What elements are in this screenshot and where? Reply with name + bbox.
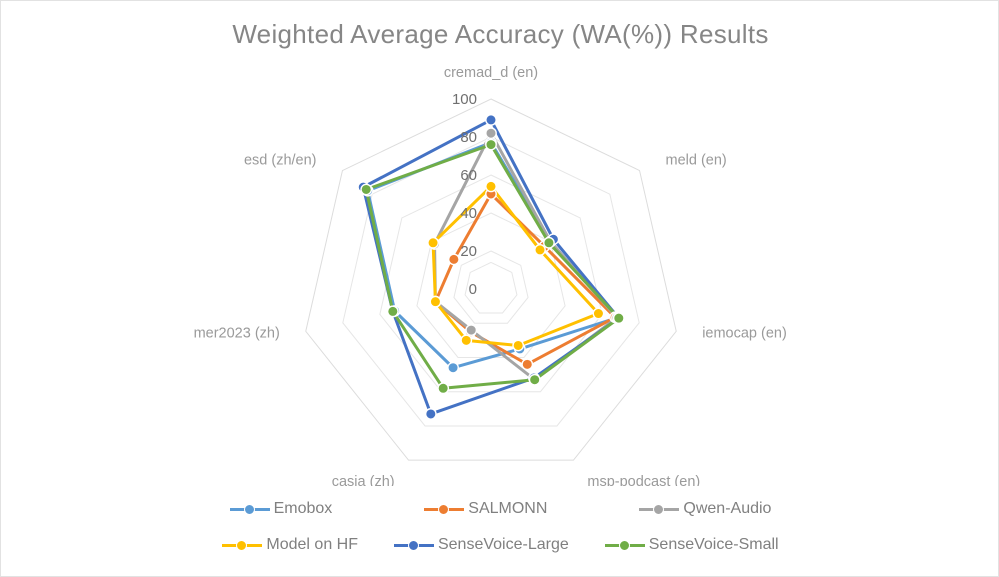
data-point — [447, 253, 460, 266]
legend-row-1: Emobox SALMONN Qwen-Audio — [1, 491, 998, 527]
data-point — [447, 361, 459, 374]
radial-tick-labels: 0 20 40 60 80 100 — [452, 91, 477, 298]
radar-axis-labels: cremad_d (en) meld (en) iemocap (en) msp-po… — [194, 65, 787, 486]
grid-ring-20 — [453, 250, 529, 324]
data-point — [512, 339, 525, 352]
data-point — [528, 373, 541, 386]
legend-item-sensevoice-large[interactable]: SenseVoice-Large — [393, 536, 569, 554]
legend-label: SALMONN — [468, 500, 548, 517]
data-point — [543, 236, 555, 249]
data-point — [612, 312, 625, 325]
data-point — [386, 305, 399, 318]
legend-label: SenseVoice-Large — [437, 536, 569, 553]
data-point — [534, 244, 546, 256]
legend-marker-icon — [639, 500, 680, 518]
legend-marker-icon — [222, 536, 263, 554]
radial-tick-40: 40 — [460, 205, 477, 222]
legend-label: Model on HF — [266, 536, 358, 553]
legend-marker-icon — [229, 500, 270, 518]
chart-legend: Emobox SALMONN Qwen-Audio Model on HF Sense… — [1, 491, 998, 563]
legend-label: SenseVoice-Small — [648, 536, 779, 553]
page-title: Weighted Average Accuracy (WA(%)) Result… — [232, 19, 769, 49]
data-point — [465, 324, 478, 336]
legend-marker-icon — [393, 536, 434, 554]
data-point — [460, 334, 473, 347]
axis-label-iemocap-en: iemocap (en) — [702, 325, 787, 341]
legend-item-model-on-hf[interactable]: Model on HF — [222, 536, 358, 554]
radial-tick-60: 60 — [460, 167, 477, 184]
legend-item-sensevoice-small[interactable]: SenseVoice-Small — [604, 536, 779, 554]
radial-tick-20: 20 — [460, 243, 477, 260]
axis-label-mer2023-zh: mer2023 (zh) — [194, 325, 280, 341]
radial-tick-80: 80 — [460, 129, 477, 146]
data-point — [424, 408, 437, 420]
series-line-sensevoice-small — [364, 143, 621, 390]
legend-item-emobox[interactable]: Emobox — [229, 500, 333, 518]
radial-tick-100: 100 — [452, 91, 477, 108]
legend-label: Qwen-Audio — [683, 500, 772, 517]
radar-series-layer — [357, 114, 625, 420]
legend-row-2: Model on HF SenseVoice-Large SenseVoice-Sm… — [1, 527, 998, 563]
data-point — [437, 382, 450, 395]
series-line-model-on-hf — [431, 184, 600, 347]
grid-ring-100 — [305, 98, 677, 461]
series-line-sensevoice-large — [361, 118, 621, 416]
radar-chart: cremad_d (en) meld (en) iemocap (en) msp-po… — [194, 65, 787, 486]
data-point — [360, 183, 373, 196]
data-point — [485, 138, 497, 151]
data-point — [521, 358, 534, 371]
axis-label-meld-en: meld (en) — [666, 153, 727, 169]
data-point — [485, 127, 497, 140]
data-point — [485, 114, 497, 126]
data-point — [429, 295, 442, 308]
data-point — [485, 180, 497, 193]
legend-label: Emobox — [273, 500, 333, 517]
radial-tick-0: 0 — [469, 281, 477, 298]
axis-label-casia-zh: casia (zh) — [332, 474, 395, 486]
series-line-salmonn — [433, 192, 617, 366]
grid-ring-0 — [464, 261, 518, 314]
legend-item-qwen-audio[interactable]: Qwen-Audio — [639, 500, 771, 518]
axis-label-msp-podcast-en: msp-podcast (en) — [587, 474, 700, 486]
legend-marker-icon — [424, 500, 465, 518]
axis-label-esd-zh-en: esd (zh/en) — [244, 153, 317, 169]
data-point — [592, 307, 605, 320]
legend-marker-icon — [604, 536, 645, 554]
legend-item-salmonn[interactable]: SALMONN — [424, 500, 547, 518]
data-point — [427, 236, 439, 249]
grid-ring-80 — [342, 136, 640, 427]
radar-grid — [305, 98, 677, 461]
axis-label-cremad-d-en: cremad_d (en) — [444, 65, 538, 81]
